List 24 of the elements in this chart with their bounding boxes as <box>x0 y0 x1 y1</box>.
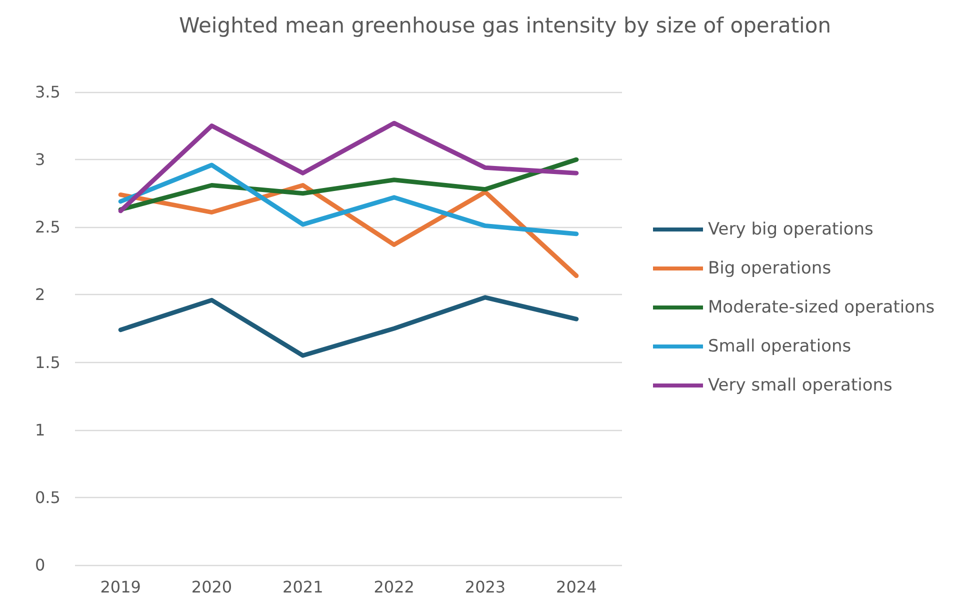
line-series <box>118 157 579 212</box>
y-tick-label: 1 <box>35 420 46 440</box>
line-series <box>118 295 579 358</box>
y-tick-label: 2 <box>35 285 46 304</box>
chart-title: Weighted mean greenhouse gas intensity by size of operation <box>178 14 832 38</box>
legend-label: Moderate-sized operations <box>708 298 935 318</box>
legend-label: Very big operations <box>708 220 874 240</box>
legend-label: Very small operations <box>708 376 893 396</box>
x-tick-label: 2023 <box>464 578 506 596</box>
y-tick-label: 0.5 <box>35 488 60 507</box>
x-tick-label: 2021 <box>282 578 324 596</box>
x-tick-label: 2019 <box>100 578 141 596</box>
y-tick-label: 3.5 <box>35 82 60 102</box>
x-tick-label: 2022 <box>374 578 414 596</box>
legend-label: Big operations <box>708 258 832 278</box>
line-series <box>118 162 579 236</box>
y-tick-label: 2.5 <box>35 218 60 237</box>
y-tick-label: 3 <box>35 150 46 170</box>
line-series <box>118 120 579 214</box>
x-tick-label: 2020 <box>191 578 232 596</box>
x-tick-label: 2024 <box>556 578 597 596</box>
y-tick-label: 1.5 <box>35 352 60 372</box>
legend-label: Small operations <box>708 336 852 356</box>
y-tick-label: 0 <box>35 556 46 574</box>
